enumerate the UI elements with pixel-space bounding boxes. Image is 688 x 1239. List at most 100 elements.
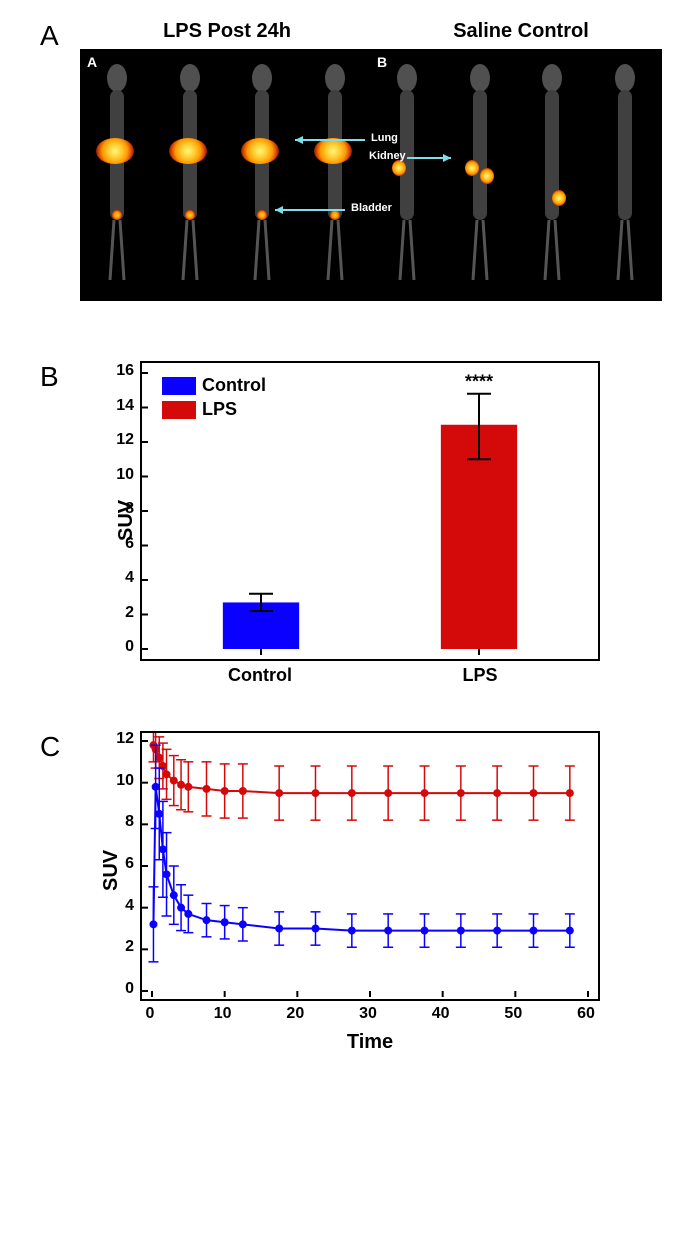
series-marker [566,927,574,935]
series-marker [177,781,185,789]
ytick-label: 4 [108,569,134,587]
significance-marker: **** [465,372,493,392]
ytick-label: 6 [110,855,134,873]
ytick-label: 16 [108,362,134,380]
xtick-label: 0 [138,1005,162,1023]
kidney-annot: Kidney [369,150,406,162]
series-line-lps [153,745,569,793]
legend-swatch-control [162,377,196,395]
ytick-label: 8 [108,500,134,518]
mouse-lps [237,60,287,290]
series-marker [348,927,356,935]
series-marker [457,927,465,935]
series-marker [170,777,178,785]
series-marker [184,910,192,918]
x-label-control: Control [228,665,292,686]
series-marker [457,789,465,797]
legend-text-lps: LPS [202,399,237,420]
kidney-arrow-icon [407,148,457,168]
series-marker [384,927,392,935]
ytick-label: 12 [108,431,134,449]
bar-chart-frame: **** Control LPS [140,361,600,661]
bladder-arrow-icon [271,200,351,220]
series-marker [221,918,229,926]
series-marker [177,904,185,912]
ytick-label: 10 [110,772,134,790]
mouse-lps [92,60,142,290]
line-chart-frame [140,731,600,1001]
series-marker [239,920,247,928]
series-marker [530,789,538,797]
panel-b-label: B [40,361,59,393]
kidney-hotspot [480,168,494,184]
series-marker [149,920,157,928]
lung-hotspot [169,138,207,164]
xtick-label: 10 [211,1005,235,1023]
xtick-label: 50 [501,1005,525,1023]
series-marker [566,789,574,797]
series-marker [239,787,247,795]
series-marker [275,789,283,797]
mouse-control [600,60,650,290]
xtick-label: 40 [429,1005,453,1023]
bladder-hotspot [185,210,195,220]
series-marker [348,789,356,797]
legend-lps: LPS [162,399,237,420]
mouse-control [527,60,577,290]
panel-a: A LPS Post 24h Saline Control A [20,20,668,301]
legend-text-control: Control [202,375,266,396]
scan-image-box: A Lung [80,49,662,301]
lung-hotspot [241,138,279,164]
series-marker [152,783,160,791]
mouse-control [455,60,505,290]
lung-arrow-icon [291,130,371,150]
mouse-lps [310,60,360,290]
series-marker [530,927,538,935]
series-marker [421,927,429,935]
mouse-lps [165,60,215,290]
series-marker [203,785,211,793]
ytick-label: 4 [110,897,134,915]
ytick-label: 0 [110,980,134,998]
panel-a-label: A [40,20,59,52]
ytick-label: 14 [108,397,134,415]
series-marker [493,927,501,935]
lung-hotspot [96,138,134,164]
panel-a-title-right: Saline Control [374,20,668,43]
ytick-label: 8 [110,813,134,831]
panel-c-label: C [40,731,60,763]
series-marker [163,870,171,878]
xtick-label: 60 [574,1005,598,1023]
panel-a-title-left: LPS Post 24h [80,20,374,43]
ytick-label: 12 [110,730,134,748]
ytick-label: 2 [110,938,134,956]
xtick-label: 20 [283,1005,307,1023]
series-marker [421,789,429,797]
series-marker [312,925,320,933]
series-marker [203,916,211,924]
series-marker [159,845,167,853]
series-marker [163,770,171,778]
scan-right-half: B Kidney [371,50,661,300]
x-label-lps: LPS [462,665,497,686]
series-marker [155,810,163,818]
series-marker [170,891,178,899]
series-marker [312,789,320,797]
series-marker [275,925,283,933]
scan-left-half: A Lung [81,50,371,300]
line-chart-svg [142,733,598,999]
panel-c-xlabel: Time [347,1031,393,1054]
panel-c: C SUV Time 024681012 0102030405060 [20,731,668,1071]
kidney-hotspot [465,160,479,176]
series-marker [155,754,163,762]
legend-control: Control [162,375,266,396]
series-marker [493,789,501,797]
series-marker [384,789,392,797]
ytick-label: 2 [108,604,134,622]
series-line-control [153,787,569,931]
ytick-label: 0 [108,638,134,656]
ytick-label: 6 [108,535,134,553]
xtick-label: 30 [356,1005,380,1023]
series-marker [221,787,229,795]
legend-swatch-lps [162,401,196,419]
